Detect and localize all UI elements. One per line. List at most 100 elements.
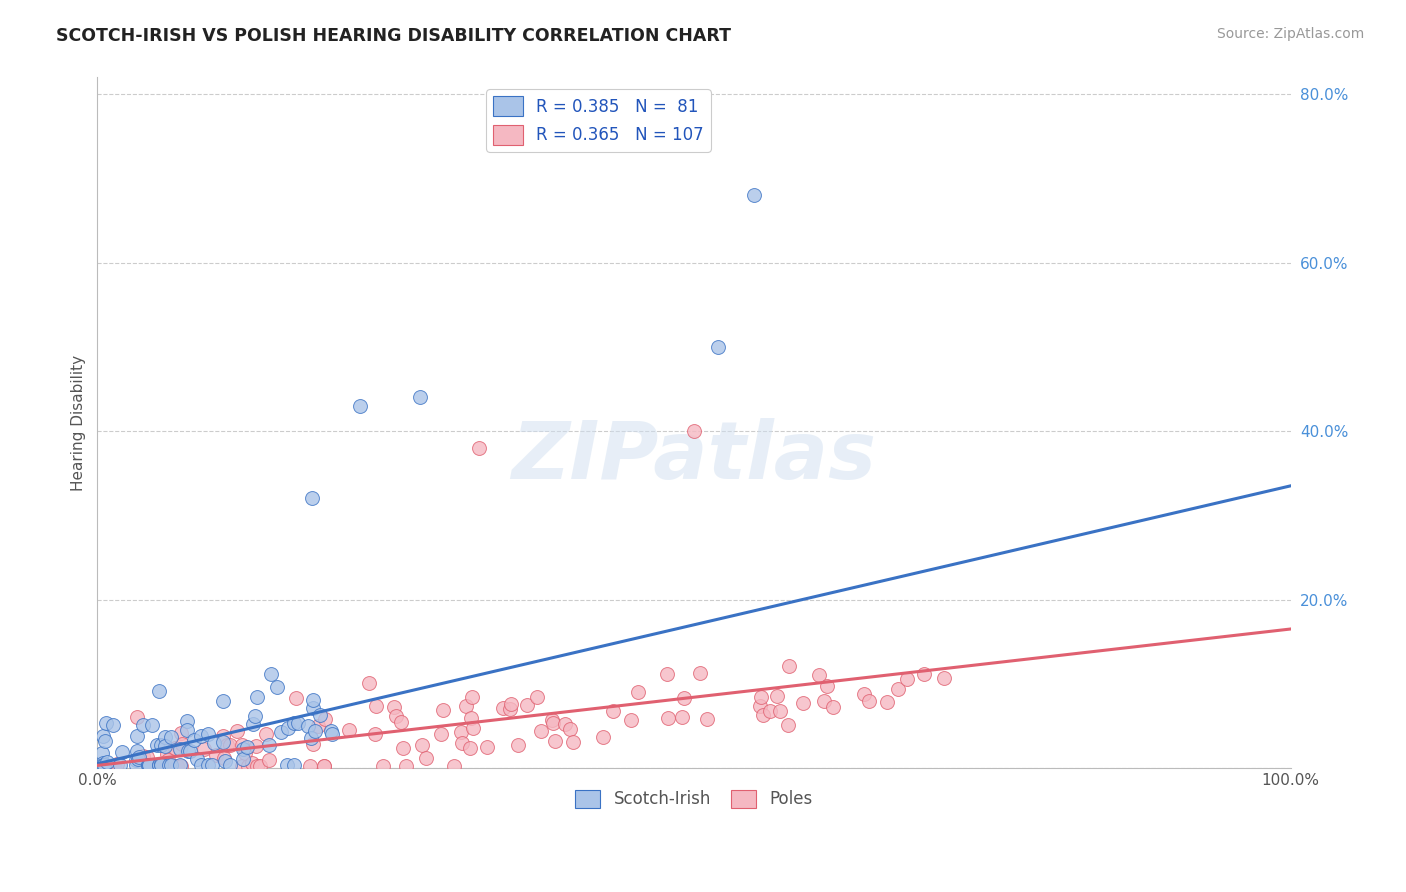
Point [232,741,254,756]
Point [190,730,212,744]
Point [432,703,454,717]
Point [395,759,418,773]
Point [94,733,117,747]
Point [125,729,148,743]
Point [359,676,381,690]
Point [232,751,254,765]
Point [876,695,898,709]
Point [150,759,173,773]
Point [541,715,564,730]
Point [302,701,325,715]
Point [492,700,515,714]
Point [620,713,643,727]
Point [91,758,114,772]
Point [415,750,437,764]
Text: ZIPatlas: ZIPatlas [512,418,876,496]
Point [146,739,169,753]
Point [202,736,225,750]
Point [454,698,477,713]
Point [93,758,115,772]
Point [105,757,128,772]
Point [169,758,191,772]
Point [302,737,325,751]
Point [337,723,360,738]
Point [153,730,176,744]
Point [384,709,406,723]
Point [266,680,288,694]
Point [90,746,112,760]
Point [138,758,160,772]
Point [205,747,228,762]
Point [231,759,253,773]
Point [91,729,114,743]
Point [153,759,176,773]
Point [499,702,522,716]
Point [141,717,163,731]
Point [277,721,299,735]
Point [254,727,277,741]
Point [307,719,329,733]
Point [132,718,155,732]
Point [657,667,679,681]
Point [197,758,219,772]
Text: SCOTCH-IRISH VS POLISH HEARING DISABILITY CORRELATION CHART: SCOTCH-IRISH VS POLISH HEARING DISABILIT… [56,27,731,45]
Point [298,759,321,773]
Point [149,757,172,772]
Point [236,759,259,773]
Point [312,759,335,773]
Point [150,738,173,752]
Point [138,758,160,772]
Point [627,685,650,699]
Point [245,739,267,754]
Point [792,697,814,711]
Point [197,726,219,740]
Point [430,727,453,741]
Point [516,698,538,712]
Point [257,739,280,753]
Point [301,491,323,506]
Point [249,759,271,773]
Point [932,671,955,685]
Point [297,719,319,733]
Point [176,723,198,737]
Point [349,399,371,413]
Point [235,739,257,754]
Point [302,693,325,707]
Point [657,710,679,724]
Point [101,718,124,732]
Point [136,750,159,764]
Point [125,753,148,767]
Point [411,739,433,753]
Point [170,759,193,773]
Point [214,751,236,765]
Point [176,744,198,758]
Point [321,727,343,741]
Point [159,758,181,772]
Point [460,711,482,725]
Point [309,707,332,722]
Point [769,705,792,719]
Point [748,699,770,714]
Point [217,738,239,752]
Point [155,739,177,753]
Point [231,738,253,752]
Point [260,666,283,681]
Point [150,758,173,772]
Point [450,725,472,739]
Text: Source: ZipAtlas.com: Source: ZipAtlas.com [1216,27,1364,41]
Point [742,188,765,202]
Point [778,659,800,673]
Point [766,690,789,704]
Point [541,714,564,728]
Point [912,667,935,681]
Legend: Scotch-Irish, Poles: Scotch-Irish, Poles [568,783,820,815]
Point [125,758,148,772]
Point [145,759,167,773]
Point [132,748,155,763]
Point [283,758,305,772]
Point [463,721,485,735]
Point [461,690,484,704]
Point [304,723,326,738]
Point [887,681,910,696]
Point [242,717,264,731]
